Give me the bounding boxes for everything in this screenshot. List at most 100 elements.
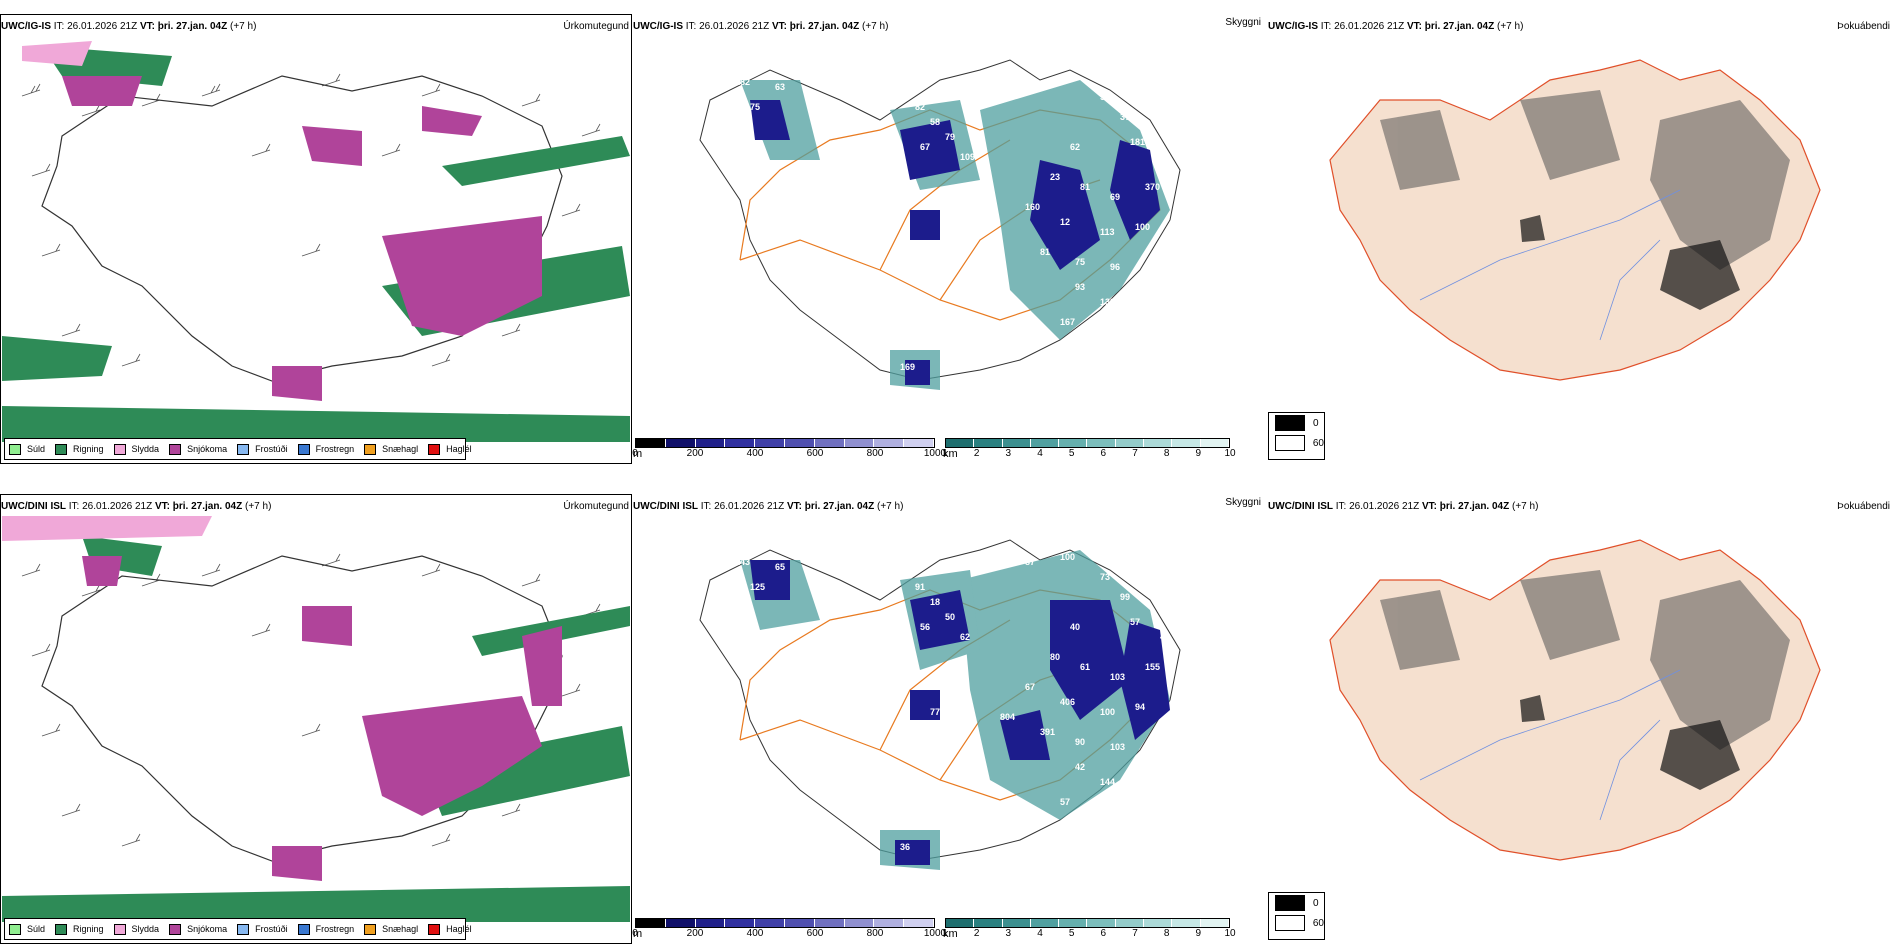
it-label: IT: bbox=[700, 501, 712, 512]
colorbar-tick: 400 bbox=[746, 448, 764, 459]
colorbar-tick: 1000 bbox=[923, 448, 947, 459]
colorbar-tick: 2 bbox=[973, 448, 980, 459]
cloudbase-label: 82 bbox=[915, 102, 925, 112]
unit-label: m bbox=[633, 928, 643, 940]
cloudbase-label: 90 bbox=[1075, 737, 1085, 747]
legend-swatch bbox=[55, 923, 68, 935]
cloudbase-label: 58 bbox=[910, 322, 920, 332]
colorbar-segment bbox=[1087, 439, 1116, 447]
colorbar-segment bbox=[946, 919, 975, 927]
cloud-map-2: 143 65 125 91 18 50 56 62 87 100 73 99 40 57 48 80 61 103… bbox=[699, 539, 1181, 870]
cloudbase-label: 113 bbox=[1100, 227, 1115, 237]
cloudbase-label: 81 bbox=[1040, 247, 1050, 257]
model-name: UWC/IG-IS bbox=[1268, 21, 1318, 32]
cloudbase-label: 57 bbox=[1130, 617, 1140, 627]
unit-label: km bbox=[943, 448, 958, 460]
colorbar-segment bbox=[1002, 439, 1031, 447]
cloudbase-label: 561 bbox=[1100, 92, 1115, 102]
valid-time: þri. 27.jan. 04Z bbox=[172, 501, 243, 512]
precip-map-1 bbox=[2, 41, 630, 442]
legend-item: Snæhagl bbox=[364, 443, 418, 455]
legend-item: Haglél bbox=[428, 443, 472, 455]
colorbar-segment bbox=[1200, 919, 1229, 927]
cloudbase-label: 75 bbox=[750, 102, 760, 112]
vt-label: VT: bbox=[786, 501, 802, 512]
cloudbase-label: 40 bbox=[1070, 622, 1080, 632]
colorbar-tick: 800 bbox=[866, 928, 884, 939]
legend-item: Haglél bbox=[428, 923, 472, 935]
precip-map-2 bbox=[2, 516, 630, 922]
colorbar-segment bbox=[784, 919, 815, 927]
fog-dark-areas bbox=[1520, 695, 1740, 790]
precip-sleet-areas bbox=[2, 516, 212, 541]
legend-item: Rigning bbox=[55, 443, 104, 455]
legend-swatch bbox=[364, 443, 377, 455]
legend-label: Snjókoma bbox=[187, 444, 228, 454]
colorbar-tick: 400 bbox=[746, 928, 764, 939]
legend-label: Snæhagl bbox=[382, 924, 419, 934]
cloudbase-label: 67 bbox=[920, 142, 930, 152]
legend-label: Rigning bbox=[73, 924, 104, 934]
colorbar-segment bbox=[755, 439, 785, 447]
colorbar-segment bbox=[974, 439, 1003, 447]
unit-label: m bbox=[633, 448, 643, 460]
legend-label: Slydda bbox=[131, 444, 160, 454]
colorbar-segment bbox=[1030, 919, 1060, 927]
fog-label: 0 bbox=[1313, 417, 1319, 429]
cloudbase-label: 804 bbox=[1000, 712, 1015, 722]
cloudbase-label: 103 bbox=[1110, 672, 1125, 682]
valid-time: þri. 27.jan. 04Z bbox=[157, 21, 228, 32]
colorbar-tick: 200 bbox=[686, 928, 704, 939]
colorbar-tick: 600 bbox=[806, 928, 824, 939]
cloudbase-label: 370 bbox=[1145, 182, 1160, 192]
legend-swatch bbox=[297, 443, 310, 455]
fog-rivers bbox=[1419, 189, 1681, 341]
colorbar-tick: 0 bbox=[632, 928, 638, 939]
colorbar-tick: 8 bbox=[1163, 448, 1170, 459]
colorbar-segment bbox=[1144, 919, 1173, 927]
legend-swatch bbox=[113, 443, 126, 455]
cloudbase-label: 42 bbox=[1075, 762, 1085, 772]
colorbar-segment bbox=[844, 919, 875, 927]
cloudbase-label: 67 bbox=[1025, 682, 1035, 692]
legend-item: Frostúði bbox=[237, 923, 288, 935]
legend-item: Frostregn bbox=[297, 923, 354, 935]
cloudbase-label: 391 bbox=[1040, 727, 1055, 737]
colorbar-segment bbox=[904, 439, 934, 447]
cloudbase-label: 79 bbox=[945, 132, 955, 142]
fog-label: 60 bbox=[1312, 917, 1324, 929]
fog-header-2: UWC/DINI ISL IT: 26.01.2026 21Z VT: þri.… bbox=[1268, 500, 1900, 516]
panel-title: Þokuábendi bbox=[1837, 21, 1890, 32]
colorbar-tick: 1 bbox=[942, 448, 948, 459]
colorbar-tick: 7 bbox=[1132, 448, 1138, 459]
cloudbase-label: 65 bbox=[775, 562, 785, 572]
colorbar-segment bbox=[1059, 919, 1088, 927]
cloudbase-label: 56 bbox=[920, 622, 930, 632]
cloudbase-label: 93 bbox=[1075, 282, 1085, 292]
fog-legend-1: 0 60 bbox=[1268, 412, 1325, 460]
cloudbase-areas bbox=[750, 100, 1160, 385]
legend-swatch bbox=[237, 443, 250, 455]
lead-time: (+7 h) bbox=[862, 21, 889, 32]
colorbar-segment bbox=[636, 439, 666, 447]
precip-snow-areas bbox=[82, 556, 562, 881]
model-name: UWC/IG-IS bbox=[633, 21, 683, 32]
cloudbase-label: 18 bbox=[930, 597, 940, 607]
fog-legend-row: 60 bbox=[1269, 913, 1324, 933]
cloudbase-label: 182 bbox=[735, 77, 750, 87]
cloudbase-label: 160 bbox=[1025, 202, 1040, 212]
colorbar-tick: 10 bbox=[1224, 448, 1236, 459]
cloudbase-label: 23 bbox=[1050, 172, 1060, 182]
model-name: UWC/DINI ISL bbox=[1, 501, 66, 512]
panel-title: Skyggni bbox=[1225, 17, 1261, 28]
cloudbase-label: 374 bbox=[1120, 112, 1135, 122]
colorbar-tick: 8 bbox=[1163, 928, 1170, 939]
legend-swatch bbox=[297, 923, 310, 935]
colorbar-tick: 1000 bbox=[923, 928, 947, 939]
legend-swatch bbox=[428, 443, 441, 455]
colorbar-tick: 4 bbox=[1037, 448, 1043, 459]
fog-dark-areas bbox=[1520, 215, 1740, 310]
cloudbase-label: 700 bbox=[920, 822, 935, 832]
cloudbase-label: 109 bbox=[960, 152, 975, 162]
model-name: UWC/DINI ISL bbox=[1268, 501, 1333, 512]
